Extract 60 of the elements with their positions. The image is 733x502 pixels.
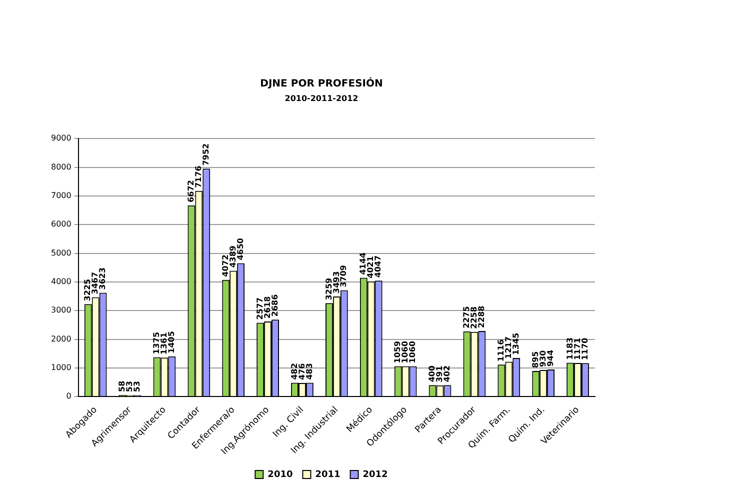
data-label: 4047 xyxy=(374,255,383,278)
data-label: 58 xyxy=(118,380,127,392)
data-label: 476 xyxy=(297,362,306,380)
data-label: 1116 xyxy=(496,338,506,362)
data-label: 402 xyxy=(442,365,452,382)
data-label: 2275 xyxy=(462,306,472,328)
y-tick-label: 5000 xyxy=(51,248,72,258)
data-label: 944 xyxy=(546,349,555,367)
data-label: 1345 xyxy=(511,332,520,356)
y-tick-label: 4000 xyxy=(51,277,72,286)
data-label: 3493 xyxy=(332,271,341,294)
data-label: 53 xyxy=(132,380,142,392)
data-label: 2686 xyxy=(270,294,280,317)
data-label: 6672 xyxy=(186,180,196,202)
data-label: 53 xyxy=(125,380,134,392)
data-label: 2618 xyxy=(262,296,272,319)
data-label: 1060 xyxy=(400,340,410,364)
data-label: 3623 xyxy=(98,267,108,290)
data-label: 1183 xyxy=(565,337,574,360)
legend-label: 2011 xyxy=(315,470,340,480)
legend-label: 2010 xyxy=(268,470,293,480)
data-label: 1405 xyxy=(167,330,176,354)
y-tick-label: 7000 xyxy=(51,191,72,200)
chart-title: DJNE POR PROFESIÓN xyxy=(260,76,383,90)
data-label: 1375 xyxy=(152,331,162,354)
data-label: 1217 xyxy=(504,336,513,359)
data-label: 2258 xyxy=(470,306,479,329)
data-label: 1060 xyxy=(408,340,418,364)
data-label: 1361 xyxy=(160,332,169,355)
data-label: 895 xyxy=(530,350,540,368)
y-tick-label: 9000 xyxy=(51,134,72,143)
data-label: 3225 xyxy=(83,278,92,302)
data-label: 4021 xyxy=(366,256,376,278)
data-label: 4144 xyxy=(358,252,368,275)
data-label: 3709 xyxy=(339,264,348,288)
y-tick-label: 8000 xyxy=(51,162,72,172)
y-tick-label: 3000 xyxy=(51,306,72,315)
data-label: 3467 xyxy=(90,272,100,294)
y-tick-label: 1000 xyxy=(51,363,72,372)
y-tick-label: 2000 xyxy=(51,334,72,344)
data-label: 391 xyxy=(435,365,444,382)
data-label: 7952 xyxy=(201,143,210,166)
data-label: 4650 xyxy=(236,238,245,260)
data-label: 483 xyxy=(304,363,314,380)
data-label: 3259 xyxy=(324,277,334,300)
data-label: 1170 xyxy=(580,337,590,360)
y-tick-label: 6000 xyxy=(51,220,72,229)
data-label: 1171 xyxy=(572,337,582,360)
data-label: 482 xyxy=(290,363,299,380)
data-label: 4072 xyxy=(220,254,230,277)
data-label: 930 xyxy=(538,350,548,367)
data-label: 1059 xyxy=(393,340,402,364)
data-label: 400 xyxy=(428,365,437,382)
data-label: 7176 xyxy=(194,165,203,188)
data-label: 2288 xyxy=(476,305,486,328)
y-tick-label: 0 xyxy=(66,392,72,401)
data-label: 2577 xyxy=(255,297,264,320)
data-label: 4389 xyxy=(228,245,238,268)
chart-subtitle: 2010-2011-2012 xyxy=(284,94,358,103)
legend-label: 2012 xyxy=(362,470,388,480)
